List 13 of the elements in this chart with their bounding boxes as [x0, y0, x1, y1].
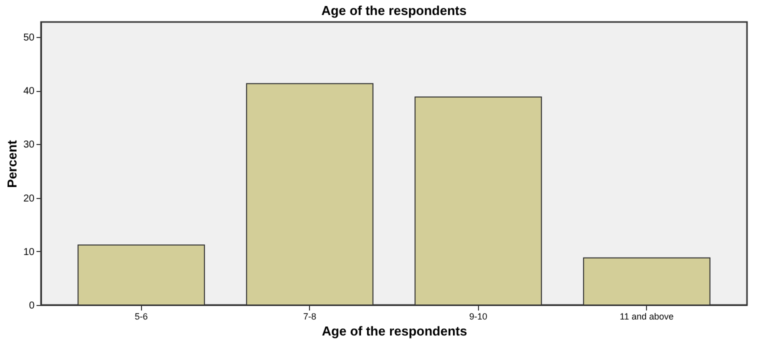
- y-tick-label: 30: [23, 140, 35, 151]
- y-tick-label: 50: [23, 32, 35, 44]
- x-tick-label: 7-8: [303, 312, 316, 322]
- y-tick-label: 40: [23, 86, 35, 98]
- x-tick-label: 11 and above: [620, 312, 674, 322]
- x-tick-label: 5-6: [134, 312, 148, 322]
- x-tick-label: 9-10: [469, 312, 488, 322]
- y-axis-title: Percent: [4, 139, 20, 188]
- y-tick-label: 20: [23, 193, 35, 204]
- y-tick-label: 0: [28, 300, 35, 312]
- y-tick-label: 10: [23, 246, 35, 258]
- chart-title: Age of the respondents: [321, 3, 467, 18]
- x-axis-title: Age of the respondents: [322, 324, 468, 338]
